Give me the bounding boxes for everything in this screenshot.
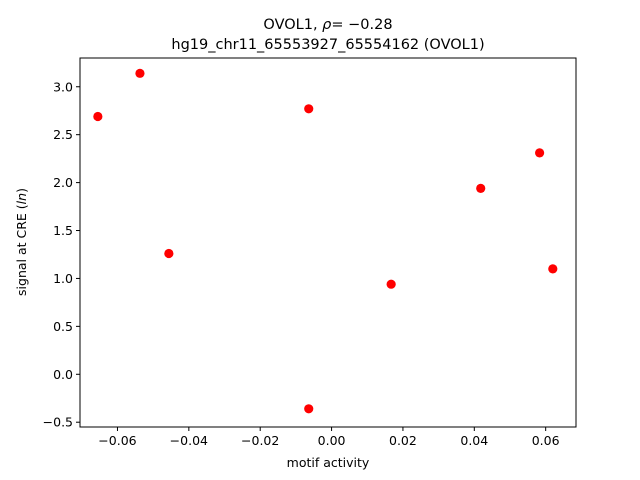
x-tick-label: 0.06 xyxy=(532,433,560,448)
y-tick-label: 1.0 xyxy=(53,271,73,286)
chart-title-line1: OVOL1, ρ= −0.28 xyxy=(263,17,392,33)
data-point xyxy=(164,248,174,259)
data-point xyxy=(476,183,486,193)
y-tick-label: 0.5 xyxy=(53,319,73,334)
y-tick-label: 0.0 xyxy=(53,367,73,382)
x-tick-label: −0.06 xyxy=(98,433,136,448)
chart-title-line2: hg19_chr11_65553927_65554162 (OVOL1) xyxy=(171,37,484,53)
data-point xyxy=(548,264,558,274)
x-tick-label: 0.04 xyxy=(460,433,488,448)
y-axis-ticks: −0.5 0.0 0.5 1.0 1.5 2.0 2.5 3.0 xyxy=(43,79,80,430)
x-tick-label: 0.02 xyxy=(389,433,417,448)
data-point xyxy=(304,104,314,114)
y-tick-label: 1.5 xyxy=(53,223,73,238)
y-tick-label: 2.0 xyxy=(53,175,73,190)
y-tick-label: −0.5 xyxy=(43,415,73,430)
data-point xyxy=(135,68,145,78)
data-points xyxy=(93,68,558,414)
x-tick-label: −0.02 xyxy=(241,433,279,448)
data-point xyxy=(304,404,314,414)
y-axis-label: signal at CRE (ln) xyxy=(14,188,29,296)
y-tick-label: 3.0 xyxy=(53,79,73,94)
data-point xyxy=(386,279,396,289)
x-axis-ticks: −0.06 −0.04 −0.02 0.00 0.02 0.04 0.06 xyxy=(98,427,560,448)
x-axis-label: motif activity xyxy=(287,455,370,470)
data-point xyxy=(93,111,103,122)
data-point xyxy=(535,148,545,158)
y-tick-label: 2.5 xyxy=(53,127,73,142)
x-tick-label: 0.00 xyxy=(318,433,346,448)
plot-area-frame xyxy=(79,57,577,428)
x-tick-label: −0.04 xyxy=(170,433,208,448)
